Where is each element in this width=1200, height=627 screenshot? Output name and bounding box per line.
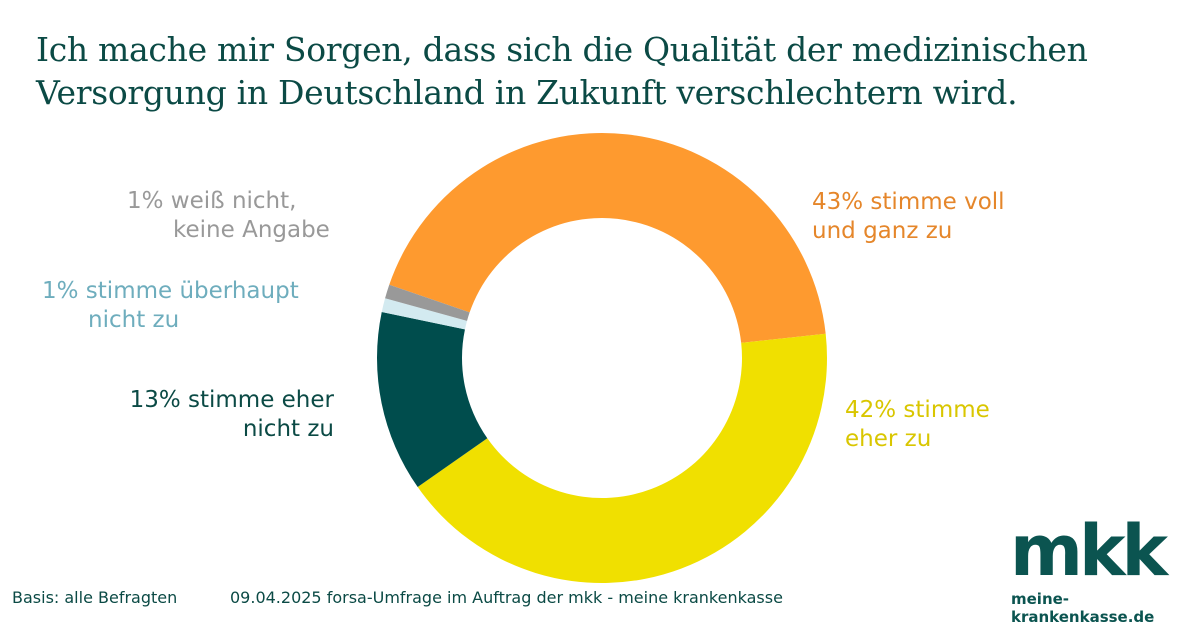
label-ueberhaupt-nicht-zu: 1% stimme überhaupt nicht zu [42, 277, 299, 335]
donut-slice-3 [381, 298, 468, 330]
chart-title: Ich mache mir Sorgen, dass sich die Qual… [36, 28, 1136, 114]
donut-slice-1 [417, 333, 827, 583]
logo-url: meine-krankenkasse.de [1011, 590, 1155, 626]
label-line: nicht zu [88, 307, 180, 333]
title-line-2: Versorgung in Deutschland in Zukunft ver… [36, 73, 1018, 112]
donut-slice-0 [389, 133, 826, 343]
donut-slice-4 [385, 284, 470, 321]
label-line: 43% stimme voll [812, 189, 1005, 215]
label-line: keine Angabe [173, 217, 330, 243]
title-line-1: Ich mache mir Sorgen, dass sich die Qual… [36, 30, 1088, 69]
label-line: und ganz zu [812, 218, 953, 244]
label-line: 13% stimme eher [129, 387, 334, 413]
label-eher-nicht-zu: 13% stimme eher nicht zu [130, 386, 334, 444]
label-line: 1% stimme überhaupt [42, 278, 299, 304]
label-weiss-nicht: 1% weiß nicht, keine Angabe [127, 187, 330, 245]
label-line: nicht zu [242, 416, 334, 442]
label-line: eher zu [845, 426, 932, 452]
label-voll-und-ganz: 43% stimme voll und ganz zu [812, 188, 1005, 246]
footer-basis: Basis: alle Befragten [12, 588, 178, 607]
mkk-logo: mkk [1010, 510, 1168, 592]
label-line: 1% weiß nicht, [127, 188, 297, 214]
donut-slice-2 [377, 311, 488, 488]
label-eher-zu: 42% stimme eher zu [845, 396, 990, 454]
label-line: 42% stimme [845, 397, 990, 423]
footer-source: 09.04.2025 forsa-Umfrage im Auftrag der … [230, 588, 783, 607]
